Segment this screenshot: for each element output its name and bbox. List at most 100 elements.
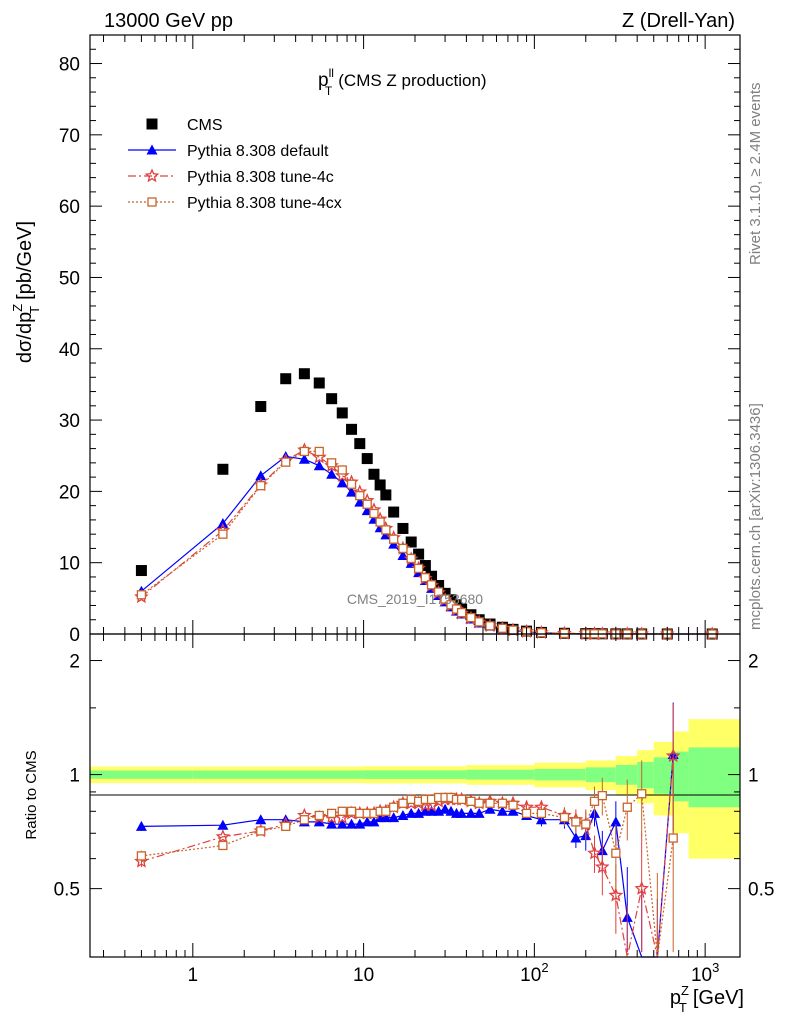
legend-label: Pythia 8.308 tune-4cx	[187, 195, 342, 212]
data-point	[337, 465, 347, 475]
x-tick-exp: 2	[541, 960, 548, 975]
ratio-point	[256, 826, 266, 836]
data-point	[298, 368, 310, 380]
legend-entry: Pythia 8.308 tune-4cx	[128, 195, 342, 212]
x-tick-label: 1	[188, 965, 199, 986]
ratio-point	[665, 748, 681, 763]
data-point	[336, 477, 348, 488]
data-point	[298, 453, 310, 464]
ratio-point	[135, 820, 147, 831]
ratio-series-layer	[134, 702, 681, 958]
side-rivet: Rivet 3.1.10, ≥ 2.4M events	[747, 83, 764, 266]
ratio-point	[610, 816, 622, 827]
ratio-point	[668, 833, 678, 843]
x-tick-base: 10	[691, 965, 712, 986]
y-axis-label-main: dσ/dp	[14, 312, 36, 363]
data-point	[255, 470, 267, 481]
ratio-point	[336, 818, 348, 829]
band-inner	[673, 751, 689, 802]
band-inner	[534, 768, 586, 781]
data-point	[497, 623, 508, 633]
ratio-point	[381, 806, 391, 816]
legend-marker	[146, 118, 158, 130]
legend-entry: CMS	[146, 117, 223, 134]
ratio-point	[217, 819, 229, 830]
data-point	[362, 499, 372, 509]
y-tick-label: 20	[59, 482, 80, 503]
data-point	[218, 529, 228, 539]
ratio-point	[474, 798, 484, 808]
ratio-point	[594, 859, 610, 874]
legend-label: Pythia 8.308 default	[187, 143, 329, 160]
ratio-point	[426, 805, 438, 816]
data-point	[536, 628, 547, 638]
ratio-y-tick-label-right: 1	[748, 766, 759, 787]
data-point	[374, 479, 386, 491]
data-point	[406, 553, 416, 564]
main-title: pll T (CMS Z production)	[318, 66, 487, 98]
data-point	[346, 479, 357, 489]
ratio-frame	[89, 633, 741, 958]
data-point	[136, 590, 147, 600]
band-inner	[653, 757, 674, 794]
main-title-sup: ll	[329, 66, 334, 80]
header-left: 13000 GeV pp	[104, 10, 233, 32]
ratio-point	[337, 806, 347, 816]
data-point	[336, 407, 348, 419]
y-tick-label: 80	[59, 55, 80, 76]
ratio-y-label: Ratio to CMS	[23, 750, 40, 839]
ratio-series-1	[134, 703, 681, 958]
ratio-point	[346, 818, 358, 829]
data-point	[217, 463, 229, 475]
data-point	[375, 517, 385, 527]
ratio-point	[508, 800, 518, 810]
ratio-point	[611, 848, 621, 858]
band-inner	[688, 747, 740, 808]
ratio-point	[587, 845, 602, 860]
x-tick-base: 10	[353, 965, 374, 986]
ratio-point	[521, 808, 532, 819]
ratio-point	[299, 815, 310, 825]
data-point	[405, 536, 417, 548]
data-point	[313, 460, 325, 471]
y-tick-label: 30	[59, 411, 80, 432]
x-tick-label: 103	[691, 960, 719, 986]
data-point	[485, 621, 495, 631]
ratio-point	[570, 832, 582, 843]
y-axis-label-sub: T	[27, 306, 42, 314]
ratio-point	[215, 829, 231, 844]
series-1	[135, 450, 718, 639]
watermark: CMS_2019_I1753680	[347, 591, 483, 607]
y-tick-label: 70	[59, 126, 80, 147]
data-point	[256, 481, 266, 491]
ratio-point	[507, 805, 519, 816]
ratio-point	[637, 789, 647, 799]
data-point	[280, 373, 292, 385]
ratio-point	[485, 798, 495, 808]
data-point	[466, 612, 476, 623]
y-tick-label: 60	[59, 197, 80, 218]
data-point	[346, 423, 358, 435]
legend-label: CMS	[187, 117, 223, 134]
band-inner	[363, 770, 467, 779]
x-axis-label-sub: T	[679, 1000, 687, 1015]
data-point	[281, 457, 291, 467]
ratio-point	[466, 796, 476, 806]
data-point	[380, 489, 392, 501]
data-point	[413, 563, 424, 574]
ratio-point	[136, 851, 147, 861]
band-inner	[192, 770, 364, 779]
ratio-point	[218, 840, 228, 851]
series-line	[141, 455, 713, 635]
ratio-point	[405, 807, 417, 818]
main-ticks: 0 10 20 30 40 50 60 70 80	[59, 35, 740, 646]
ratio-point	[255, 814, 267, 825]
data-point	[433, 587, 444, 597]
ratio-point	[368, 816, 380, 827]
data-point	[440, 594, 450, 604]
data-point	[474, 617, 484, 627]
ratio-point	[314, 810, 324, 821]
data-point	[389, 534, 399, 544]
